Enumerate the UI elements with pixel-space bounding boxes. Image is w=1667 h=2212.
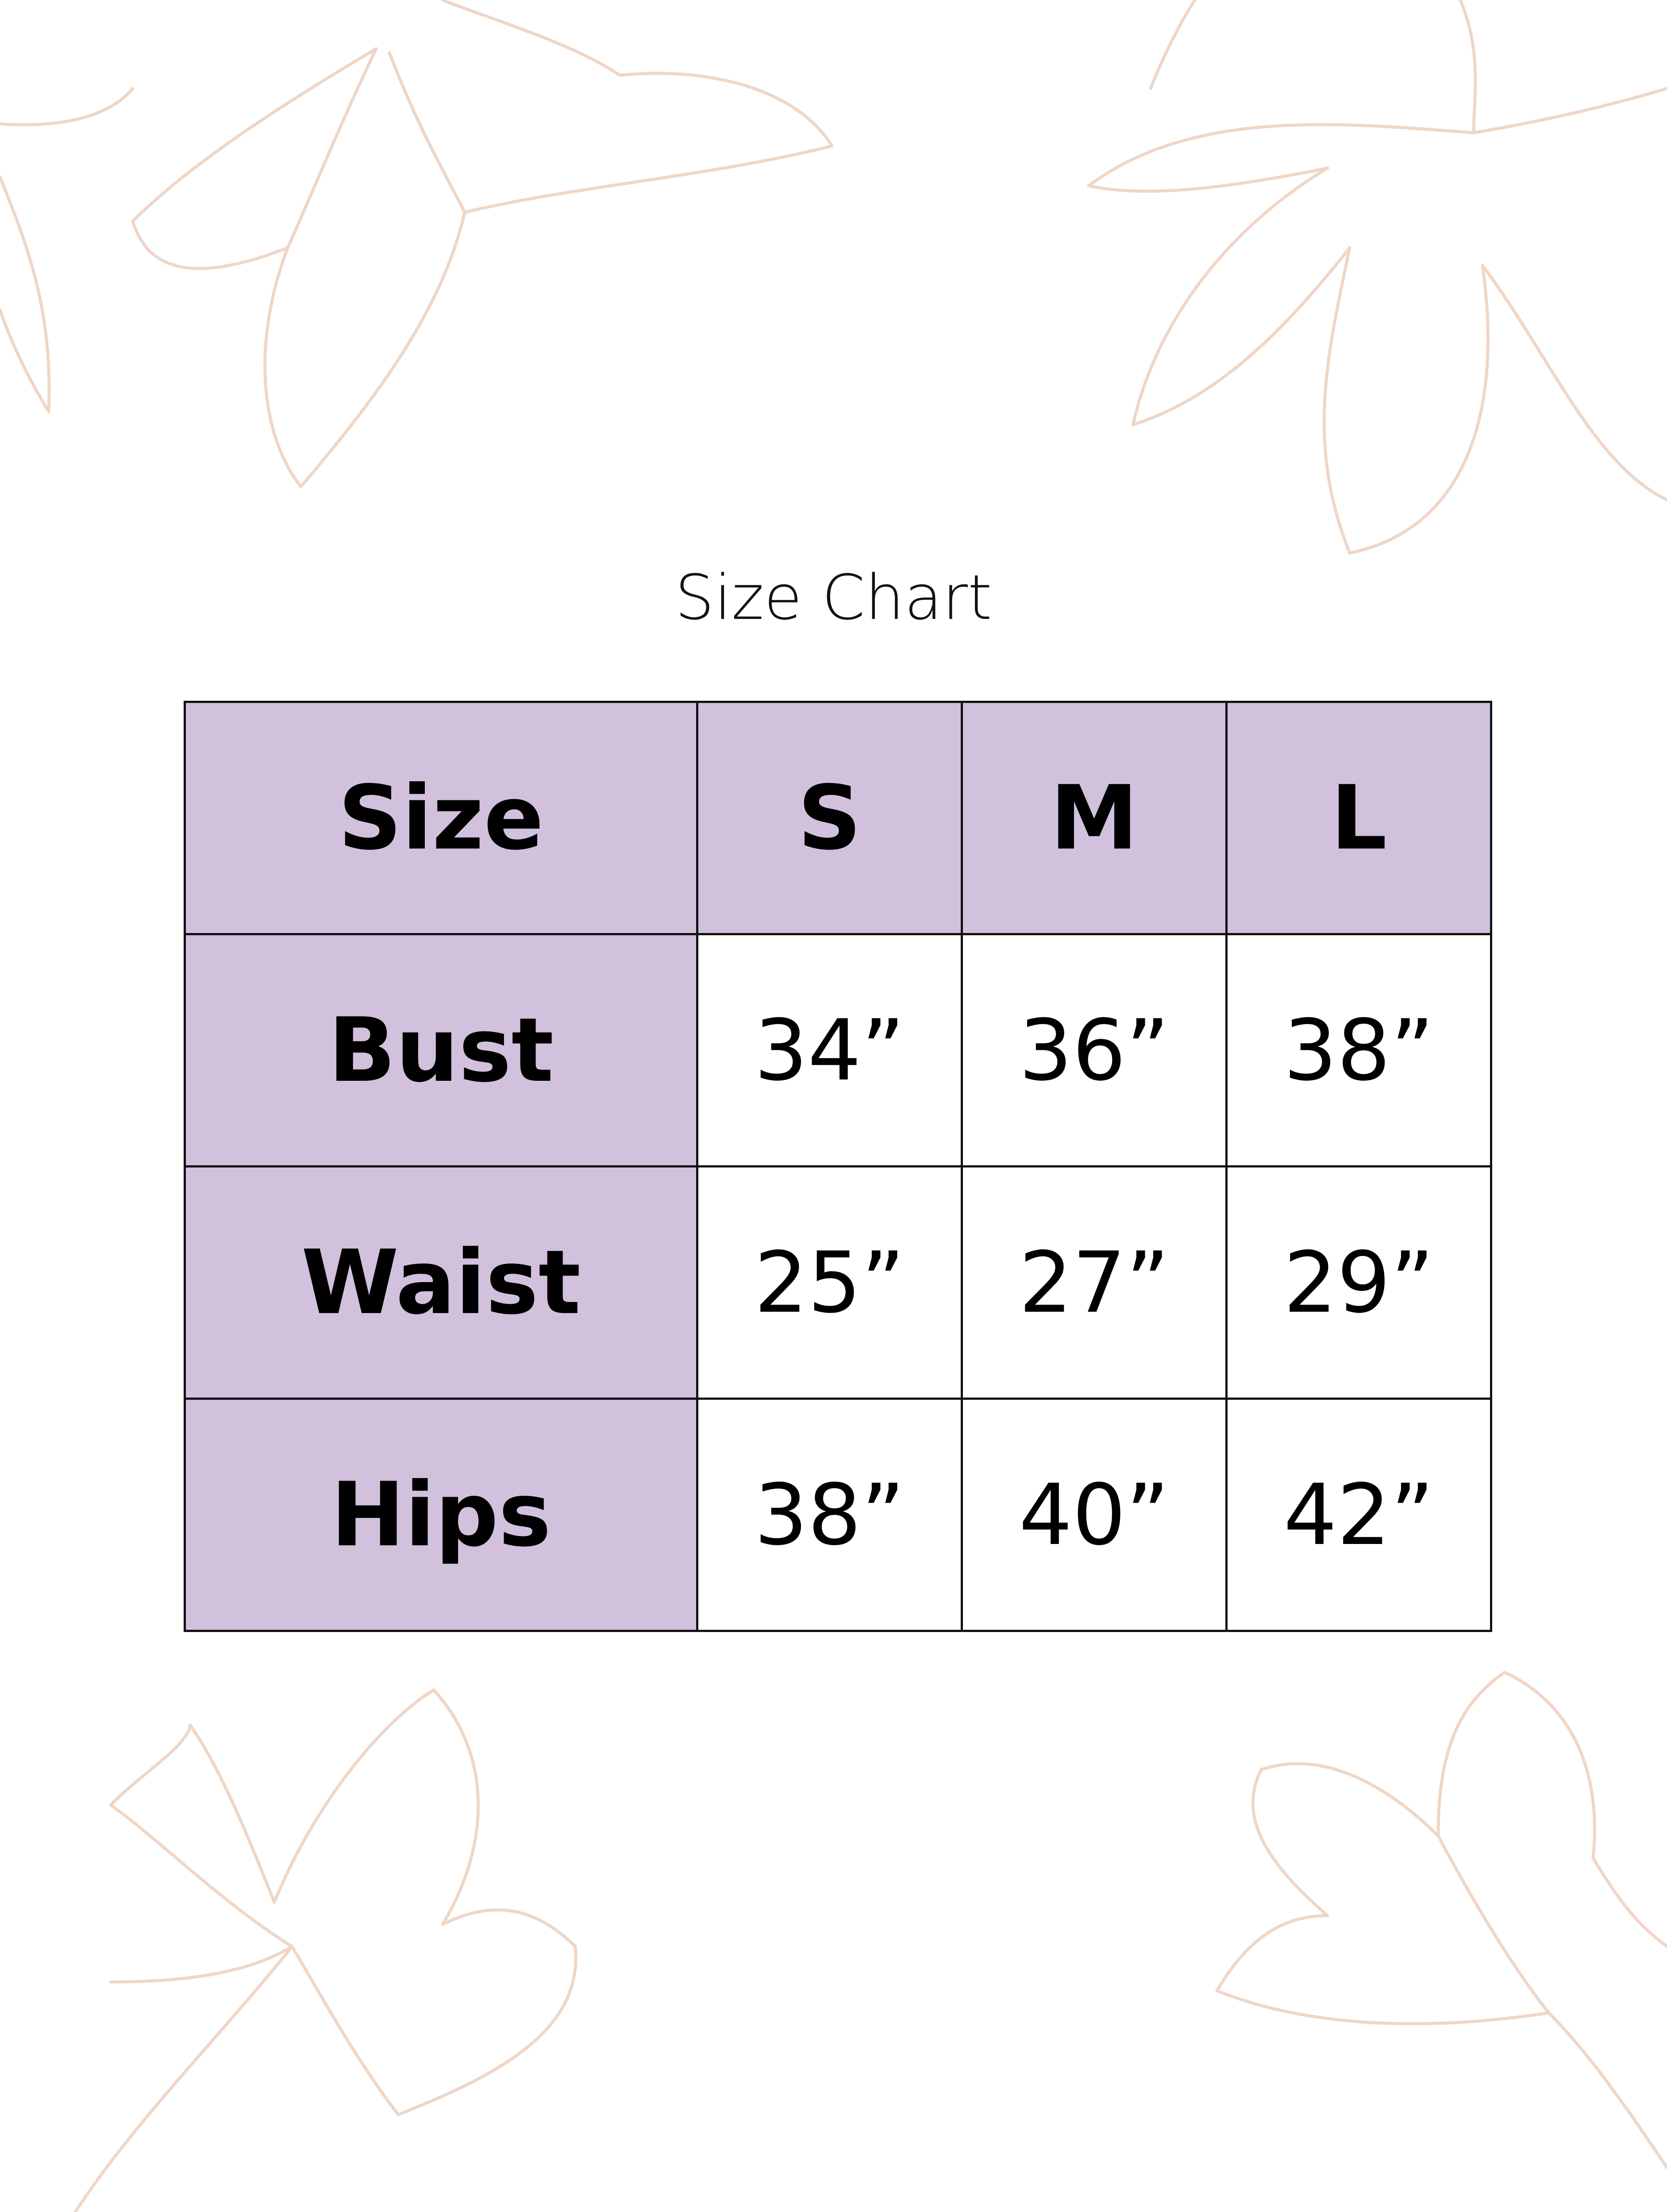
- header-cell-s: S: [696, 701, 963, 935]
- flower-top-right: [1087, 0, 1667, 555]
- value-cell: 40”: [961, 1398, 1228, 1632]
- header-cell-l: L: [1225, 701, 1492, 935]
- table-row-hips: Hips 38” 40” 42”: [184, 1398, 1492, 1632]
- value-cell: 36”: [961, 933, 1228, 1167]
- row-label: Hips: [184, 1398, 698, 1632]
- row-label: Bust: [184, 933, 698, 1167]
- value-cell: 27”: [961, 1165, 1228, 1400]
- value-cell: 42”: [1225, 1398, 1492, 1632]
- header-cell-size: Size: [184, 701, 698, 935]
- table-row-bust: Bust 34” 36” 38”: [184, 933, 1492, 1167]
- header-cell-m: M: [961, 701, 1228, 935]
- table-header-row: Size S M L: [184, 701, 1492, 935]
- flower-bottom-right: [1215, 1671, 1667, 2170]
- value-cell: 38”: [1225, 933, 1492, 1167]
- value-cell: 25”: [696, 1165, 963, 1400]
- value-cell: 38”: [696, 1398, 963, 1632]
- flower-bottom-left: [73, 1688, 577, 2212]
- page-title: Size Chart: [675, 562, 992, 634]
- value-cell: 29”: [1225, 1165, 1492, 1400]
- table-row-waist: Waist 25” 27” 29”: [184, 1165, 1492, 1400]
- size-chart-table: Size S M L Bust 34” 36” 38” Waist 25” 27…: [184, 701, 1492, 1632]
- value-cell: 34”: [696, 933, 963, 1167]
- flower-top-left: [0, 0, 834, 488]
- row-label: Waist: [184, 1165, 698, 1400]
